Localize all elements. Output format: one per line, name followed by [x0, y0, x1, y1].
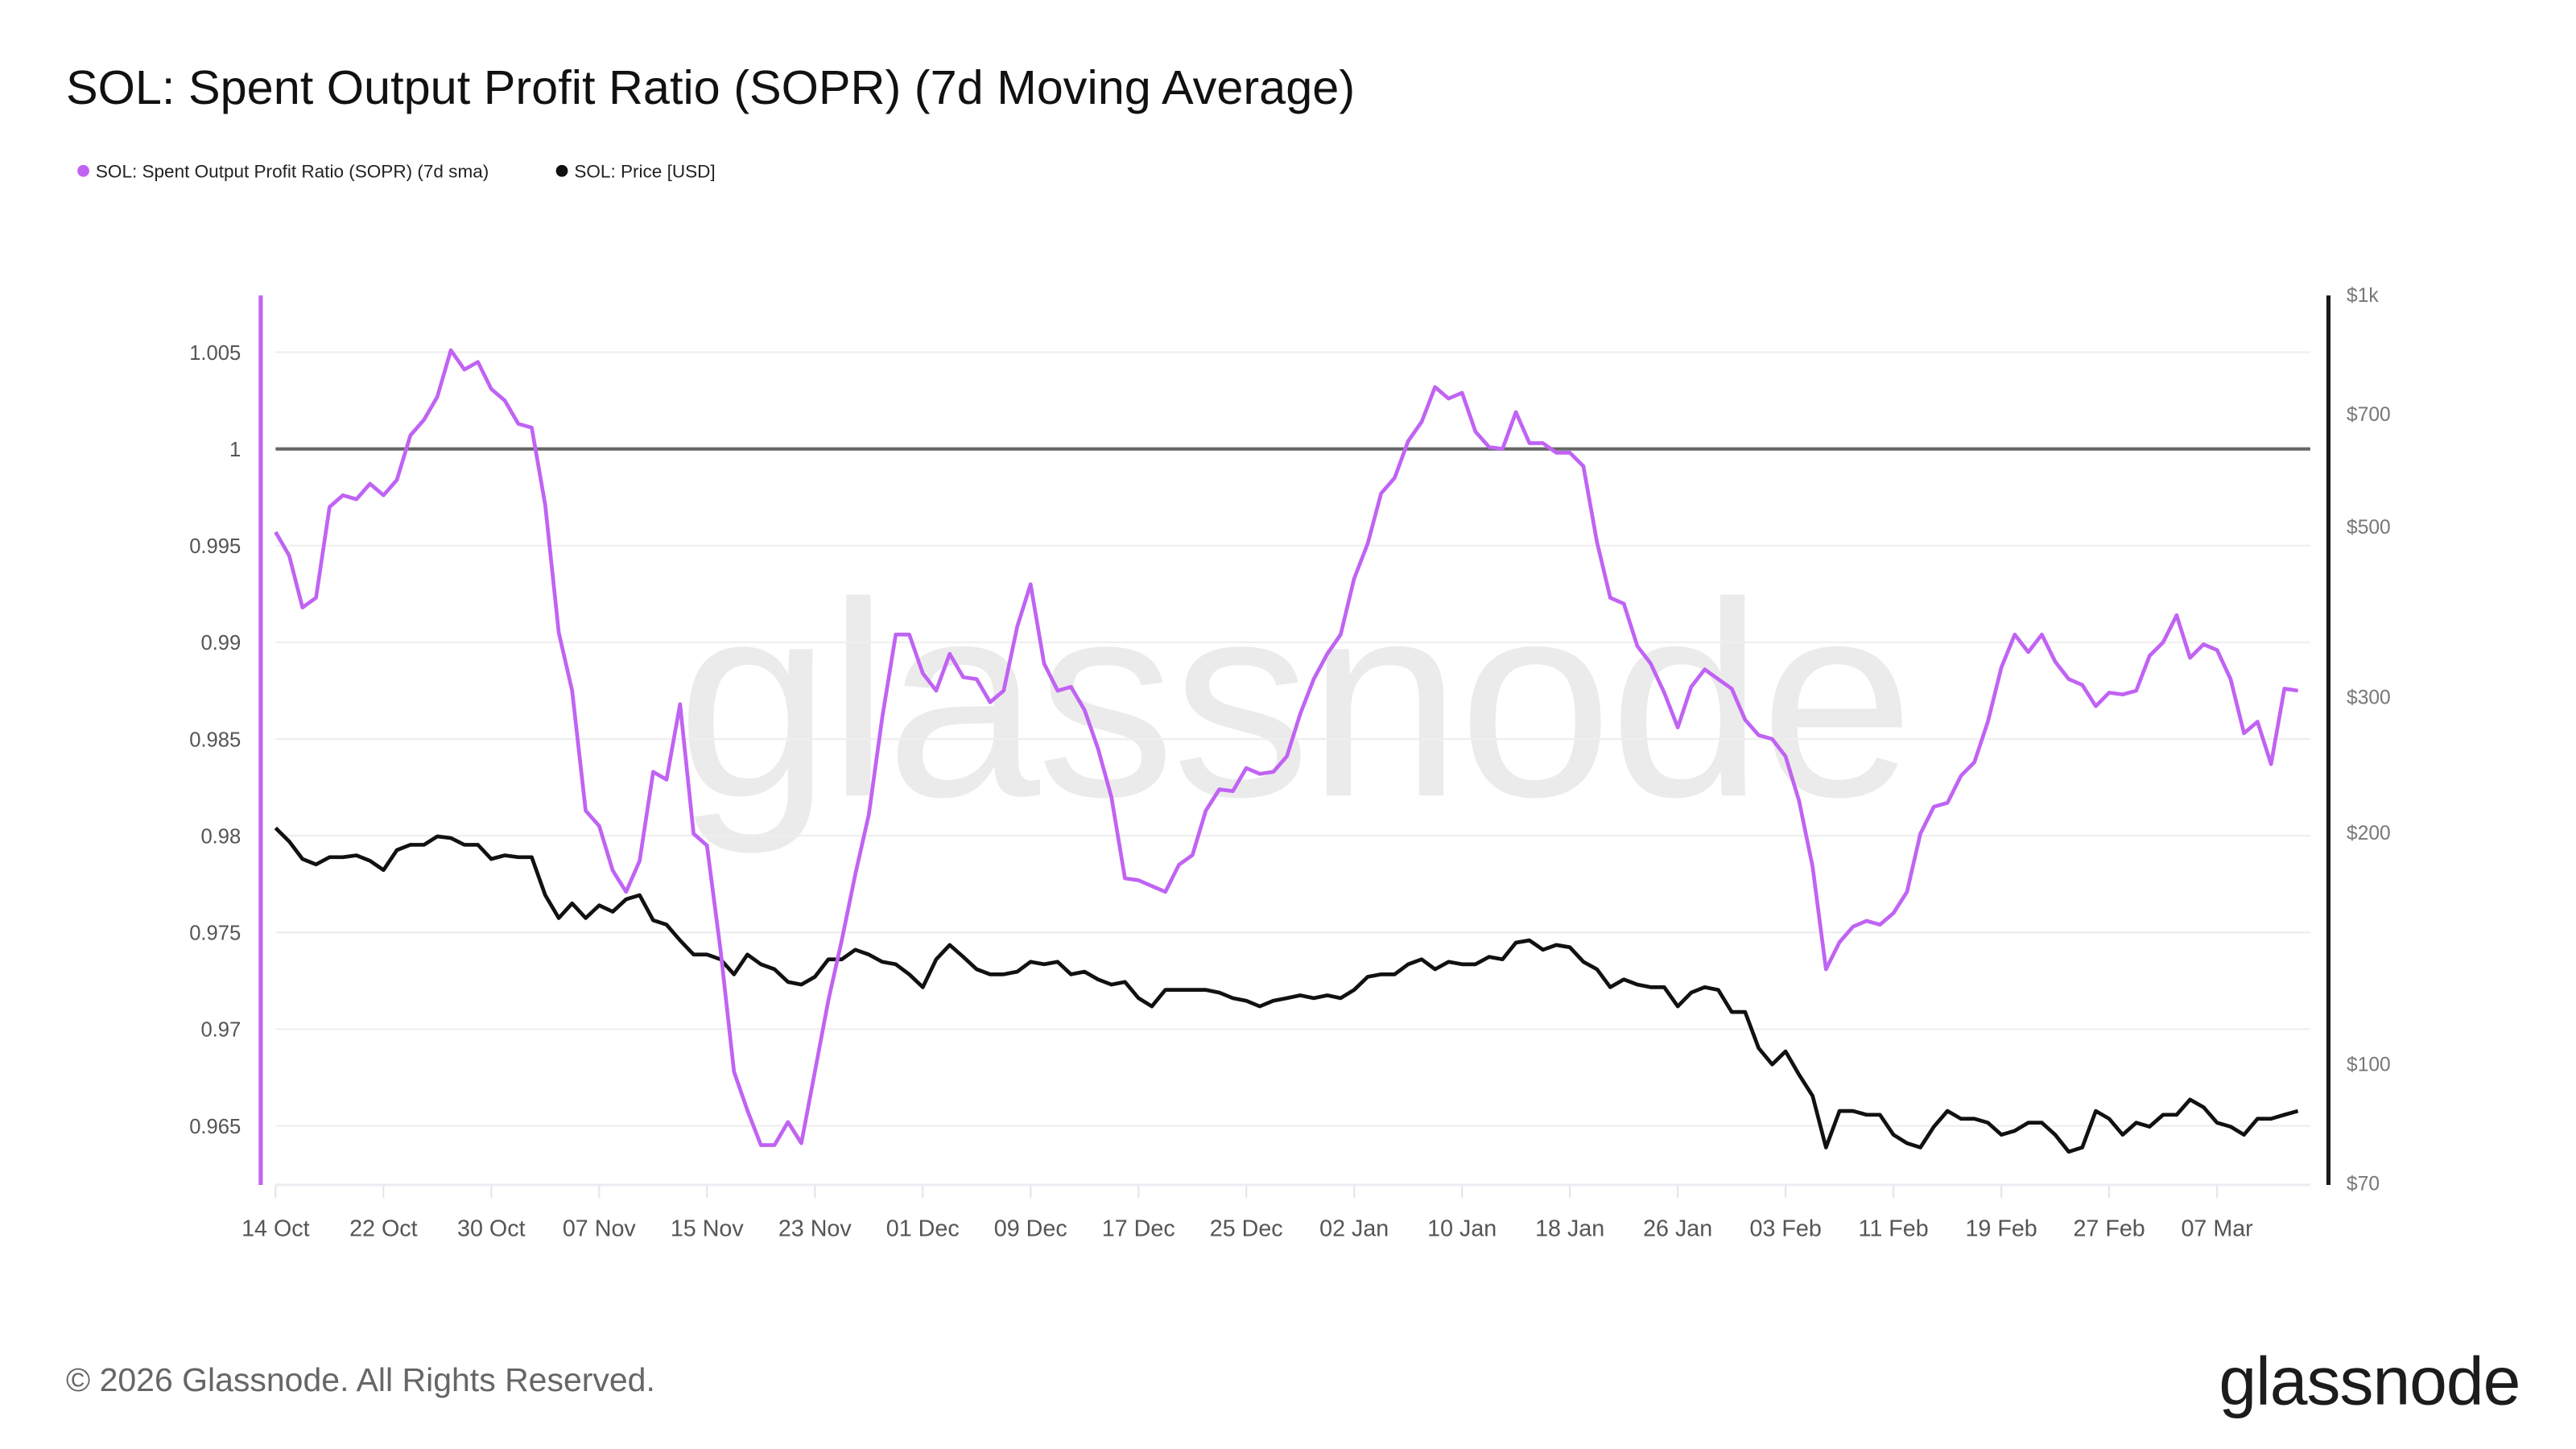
right-tick-label: $200: [2347, 823, 2391, 844]
left-tick-label: 0.975: [189, 923, 241, 945]
x-tick-label: 23 Nov: [778, 1216, 852, 1241]
legend: SOL: Spent Output Profit Ratio (SOPR) (7…: [77, 161, 716, 181]
right-tick-label: $1k: [2347, 285, 2379, 307]
x-tick-label: 10 Jan: [1427, 1216, 1496, 1241]
left-tick-label: 0.985: [189, 729, 241, 751]
x-tick-label: 17 Dec: [1102, 1216, 1175, 1241]
left-y-axis: 0.965 0.97 0.975 0.98 0.985 0.99 0.995 1 1.005: [189, 295, 263, 1185]
price-line: [274, 826, 2299, 1154]
left-tick-label: 0.97: [200, 1019, 241, 1042]
chart-title: SOL: Spent Output Profit Ratio (SOPR) (7…: [66, 60, 1355, 114]
x-tick-label: 15 Nov: [671, 1216, 745, 1241]
legend-swatch-price[interactable]: [555, 164, 568, 177]
x-tick-label: 27 Feb: [2073, 1216, 2145, 1241]
right-tick-label: $100: [2347, 1054, 2391, 1075]
series-lines: [274, 348, 2299, 1154]
x-tick-label: 26 Jan: [1643, 1216, 1712, 1241]
x-tick-label: 09 Dec: [994, 1216, 1067, 1241]
x-tick-label: 25 Dec: [1210, 1216, 1283, 1241]
x-tick-label: 07 Mar: [2181, 1216, 2253, 1241]
copyright-footer: © 2026 Glassnode. All Rights Reserved.: [66, 1361, 655, 1398]
x-tick-label: 01 Dec: [886, 1216, 960, 1241]
right-y-axis: $70 $100 $200 $300 $500 $700 $1k: [2326, 285, 2391, 1195]
glassnode-logo: glassnode: [2219, 1344, 2520, 1419]
x-tick-label: 19 Feb: [1965, 1216, 2037, 1241]
left-tick-label: 1: [229, 439, 241, 461]
x-tick-label: 14 Oct: [242, 1216, 310, 1241]
right-tick-label: $300: [2347, 687, 2391, 709]
x-tick-label: 18 Jan: [1535, 1216, 1604, 1241]
x-tick-label: 11 Feb: [1859, 1216, 1929, 1241]
left-tick-label: 0.995: [189, 535, 241, 558]
x-tick-label: 07 Nov: [563, 1216, 637, 1241]
legend-label-sopr[interactable]: SOL: Spent Output Profit Ratio (SOPR) (7…: [96, 161, 489, 181]
legend-swatch-sopr[interactable]: [77, 164, 89, 177]
x-tick-label: 03 Feb: [1749, 1216, 1821, 1241]
x-tick-label: 30 Oct: [457, 1216, 526, 1241]
left-tick-label: 1.005: [189, 342, 241, 365]
left-tick-label: 0.98: [200, 825, 241, 848]
x-tick-label: 02 Jan: [1319, 1216, 1389, 1241]
right-tick-label: $700: [2347, 404, 2391, 426]
right-tick-label: $500: [2347, 517, 2391, 539]
x-tick-label: 22 Oct: [349, 1216, 418, 1241]
right-tick-label: $70: [2347, 1173, 2380, 1195]
left-tick-label: 0.965: [189, 1116, 241, 1138]
legend-label-price[interactable]: SOL: Price [USD]: [574, 161, 715, 181]
watermark: glassnode: [677, 544, 1911, 856]
x-axis: 14 Oct 22 Oct 30 Oct 07 Nov 15 Nov 23 Nov 01 D…: [242, 1183, 2310, 1241]
sopr-line: [274, 348, 2298, 1147]
left-tick-label: 0.99: [200, 632, 241, 654]
